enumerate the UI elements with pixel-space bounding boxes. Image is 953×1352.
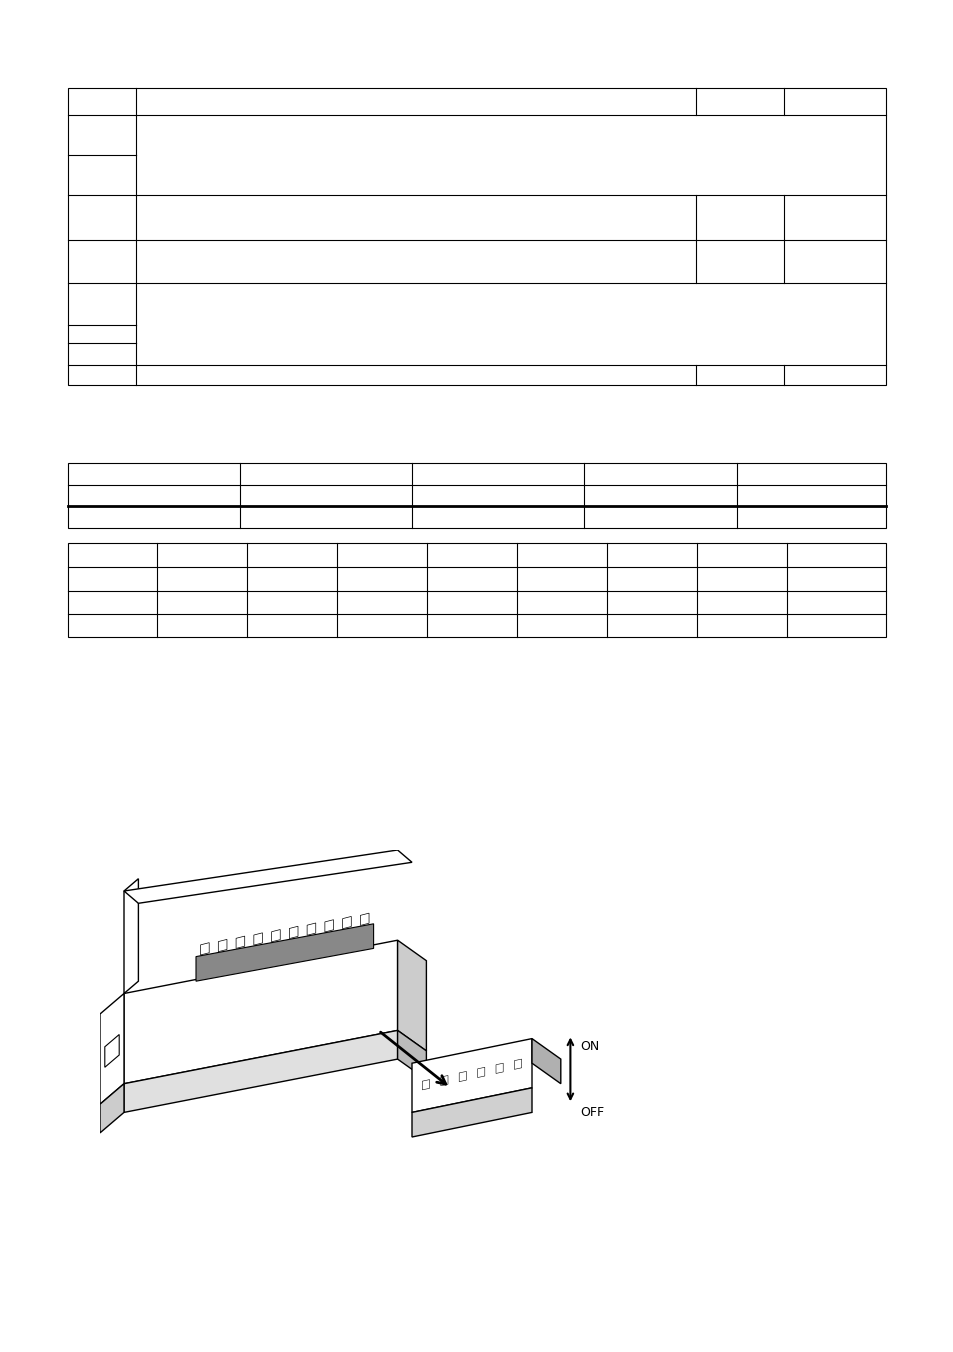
Polygon shape (195, 923, 374, 982)
Polygon shape (397, 940, 426, 1051)
Polygon shape (307, 923, 315, 936)
Polygon shape (124, 879, 138, 994)
Polygon shape (412, 1088, 532, 1137)
Polygon shape (100, 994, 124, 1105)
Text: ON: ON (579, 1040, 598, 1053)
Bar (68, 88, 885, 385)
Polygon shape (440, 1075, 448, 1086)
Polygon shape (477, 1067, 484, 1078)
Bar (68, 544, 885, 637)
Polygon shape (458, 1071, 466, 1082)
Polygon shape (412, 1038, 532, 1113)
Polygon shape (532, 1038, 560, 1084)
Polygon shape (289, 926, 297, 938)
Polygon shape (200, 942, 209, 955)
Bar (68, 462, 885, 529)
Text: OFF: OFF (579, 1106, 603, 1119)
Polygon shape (272, 930, 280, 942)
Polygon shape (235, 936, 245, 948)
Polygon shape (124, 940, 397, 1084)
Polygon shape (496, 1063, 502, 1073)
Polygon shape (100, 1084, 124, 1133)
Polygon shape (325, 919, 334, 932)
Polygon shape (105, 1034, 119, 1067)
Polygon shape (124, 850, 412, 903)
Polygon shape (514, 1059, 521, 1069)
Polygon shape (218, 940, 227, 952)
Polygon shape (342, 917, 351, 929)
Polygon shape (253, 933, 262, 945)
Polygon shape (360, 913, 369, 925)
Polygon shape (422, 1080, 429, 1090)
Polygon shape (397, 1030, 426, 1080)
Polygon shape (124, 1030, 397, 1113)
